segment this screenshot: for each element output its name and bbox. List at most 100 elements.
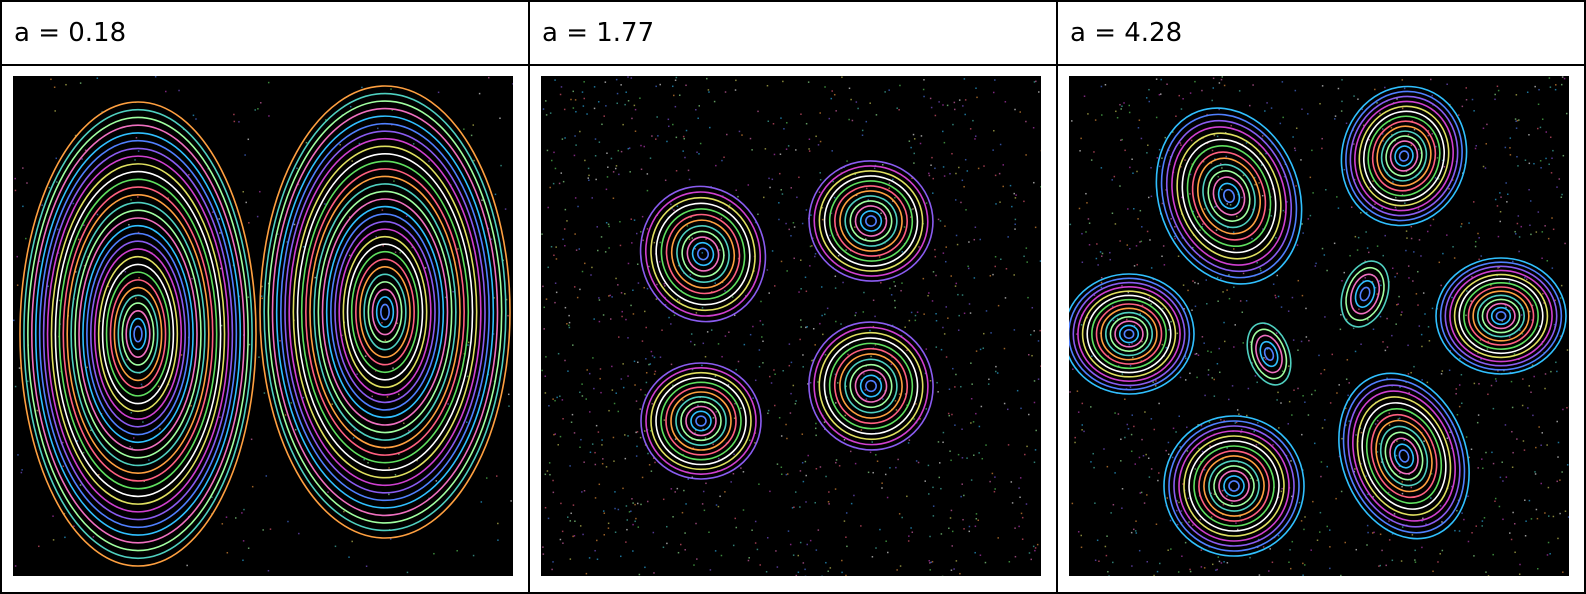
scatter-dot	[1161, 202, 1164, 205]
scatter-dot	[989, 275, 992, 277]
scatter-dot	[1156, 157, 1159, 159]
scatter-dot	[894, 285, 897, 288]
scatter-dot	[1109, 259, 1111, 261]
scatter-dot	[1344, 407, 1347, 410]
scatter-dot	[1552, 228, 1555, 231]
scatter-dot	[627, 262, 630, 265]
scatter-dot	[639, 437, 642, 439]
scatter-dot	[1417, 208, 1420, 211]
scatter-dot	[1155, 380, 1157, 382]
scatter-dot	[563, 108, 566, 111]
scatter-dot	[1197, 424, 1199, 426]
scatter-dot	[893, 281, 895, 283]
scatter-dot	[1390, 127, 1393, 129]
scatter-dot	[778, 218, 780, 221]
scatter-dot	[789, 412, 792, 415]
scatter-dot	[20, 472, 23, 474]
scatter-dot	[83, 224, 85, 227]
scatter-dot	[811, 245, 813, 247]
orbit	[1398, 449, 1410, 463]
scatter-dot	[908, 535, 910, 538]
scatter-dot	[1131, 414, 1133, 417]
scatter-dot	[961, 179, 964, 182]
scatter-dot	[1179, 446, 1181, 448]
scatter-dot	[1124, 149, 1126, 152]
scatter-dot	[645, 381, 648, 384]
scatter-dot	[627, 337, 629, 339]
scatter-dot	[619, 221, 621, 223]
scatter-dot	[963, 528, 965, 530]
scatter-dot	[981, 458, 984, 460]
scatter-dot	[1010, 481, 1013, 483]
scatter-dot	[1152, 381, 1154, 384]
scatter-dot	[396, 322, 398, 325]
scatter-dot	[691, 476, 693, 479]
scatter-dot	[1155, 523, 1158, 526]
scatter-dot	[1410, 486, 1413, 489]
scatter-dot	[1183, 308, 1185, 310]
orbit	[342, 236, 428, 389]
scatter-dot	[964, 159, 967, 161]
scatter-dot	[507, 315, 509, 317]
scatter-dot	[447, 403, 449, 405]
scatter-dot	[724, 290, 726, 292]
scatter-dot	[805, 123, 808, 125]
orbit	[1171, 126, 1287, 267]
scatter-dot	[1441, 159, 1444, 162]
scatter-dot	[1514, 233, 1517, 235]
scatter-dot	[254, 109, 256, 111]
scatter-dot	[709, 127, 711, 129]
scatter-dot	[932, 505, 935, 508]
scatter-dot	[1483, 517, 1486, 519]
scatter-dot	[470, 134, 473, 137]
scatter-dot	[1202, 223, 1204, 226]
scatter-dot	[602, 314, 605, 316]
scatter-dot	[343, 510, 345, 513]
scatter-dot	[888, 89, 890, 92]
scatter-dot	[1275, 237, 1277, 239]
scatter-dot	[1144, 411, 1146, 413]
scatter-dot	[1437, 561, 1439, 563]
scatter-dot	[614, 491, 616, 493]
scatter-dot	[1420, 255, 1422, 257]
scatter-dot	[1265, 153, 1267, 155]
scatter-dot	[1381, 549, 1383, 552]
scatter-dot	[1353, 143, 1355, 146]
orbit	[1091, 299, 1167, 370]
orbit	[133, 325, 143, 343]
scatter-dot	[1211, 563, 1214, 566]
scatter-dot	[348, 254, 351, 257]
scatter-dot	[954, 108, 956, 111]
scatter-dot	[487, 77, 490, 79]
scatter-dot	[1509, 310, 1511, 312]
scatter-dot	[1339, 328, 1342, 331]
scatter-dot	[276, 233, 279, 236]
scatter-dot	[762, 324, 764, 326]
scatter-dot	[633, 219, 636, 222]
scatter-dot	[1437, 178, 1440, 180]
scatter-dot	[624, 104, 626, 106]
scatter-dot	[862, 311, 865, 313]
scatter-dot	[822, 333, 824, 336]
scatter-dot	[1470, 448, 1473, 451]
scatter-dot	[1150, 418, 1153, 420]
scatter-dot	[1223, 322, 1225, 324]
scatter-dot	[1555, 84, 1557, 86]
scatter-dot	[586, 369, 588, 371]
header-cell: a = 0.18	[0, 0, 530, 67]
scatter-dot	[653, 457, 655, 460]
scatter-dot	[681, 512, 684, 514]
scatter-dot	[593, 318, 595, 321]
scatter-dot	[1081, 261, 1084, 264]
scatter-dot	[843, 520, 846, 523]
scatter-dot	[1164, 137, 1167, 139]
scatter-dot	[1035, 429, 1037, 432]
scatter-dot	[869, 102, 871, 105]
scatter-dot	[1092, 453, 1094, 455]
scatter-dot	[1549, 86, 1552, 89]
scatter-dot	[985, 444, 987, 447]
orbit	[375, 296, 395, 329]
orbit	[1340, 260, 1390, 328]
scatter-dot	[927, 464, 930, 467]
scatter-dot	[596, 226, 598, 228]
